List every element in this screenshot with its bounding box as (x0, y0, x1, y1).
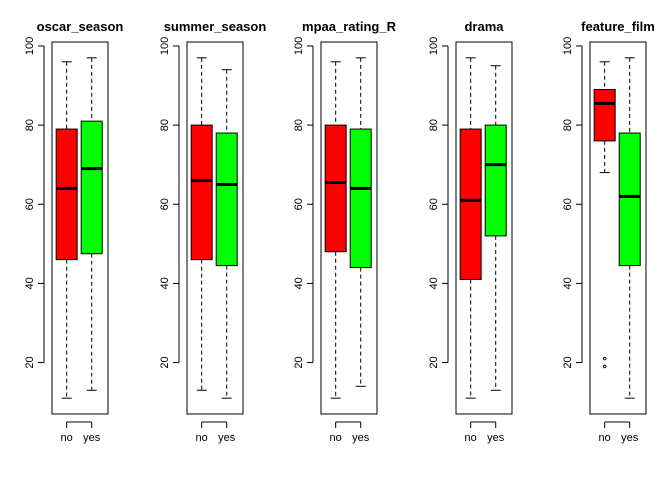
box-yes (80, 120, 103, 255)
outlier-point (602, 364, 607, 369)
panel-title: drama (464, 19, 504, 34)
panel-title: mpaa_rating_R (302, 19, 397, 34)
box-no (459, 128, 482, 280)
panel-2: mpaa_rating_R 20 40 60 80 100 no yes (293, 19, 397, 444)
y-tick-label: 100 (159, 37, 171, 55)
y-tick-label: 60 (293, 198, 305, 210)
box-yes (484, 124, 507, 237)
x-tick-label: yes (83, 432, 101, 444)
y-tick-label: 80 (293, 119, 305, 131)
plot-frame (51, 41, 109, 415)
x-tick-label: yes (621, 432, 639, 444)
panel-1: summer_season 20 40 60 80 100 no yes (159, 19, 266, 444)
y-tick-label: 80 (159, 119, 171, 131)
panel-title: summer_season (164, 19, 267, 34)
x-tick-label: no (599, 432, 611, 444)
y-tick-label: 20 (562, 356, 574, 368)
y-tick-label: 40 (24, 277, 36, 289)
x-tick-label: no (196, 432, 208, 444)
x-tick-label: yes (218, 432, 236, 444)
x-tick-label: no (330, 432, 342, 444)
y-tick-label: 40 (293, 277, 305, 289)
box-no (324, 124, 347, 253)
y-tick-label: 60 (562, 198, 574, 210)
x-tick-label: no (465, 432, 477, 444)
y-tick-label: 20 (293, 356, 305, 368)
panel-4: feature_film 20 40 60 80 100 no yes (562, 19, 655, 444)
box-yes (215, 132, 238, 267)
plot-frame (589, 41, 647, 415)
x-tick-label: yes (487, 432, 505, 444)
y-tick-label: 20 (428, 356, 440, 368)
y-tick-label: 100 (24, 37, 36, 55)
box-no (55, 128, 78, 261)
y-tick-label: 60 (24, 198, 36, 210)
plot-frame (455, 41, 513, 415)
y-tick-label: 40 (159, 277, 171, 289)
y-tick-label: 60 (159, 198, 171, 210)
outlier-point (602, 356, 607, 361)
y-tick-label: 40 (428, 277, 440, 289)
box-yes (349, 128, 372, 269)
y-tick-label: 60 (428, 198, 440, 210)
y-tick-label: 100 (562, 37, 574, 55)
panel-title: oscar_season (37, 19, 124, 34)
box-no (190, 124, 213, 261)
y-tick-label: 80 (428, 119, 440, 131)
panel-title: feature_film (581, 19, 655, 34)
y-tick-label: 80 (562, 119, 574, 131)
box-no (593, 88, 616, 142)
x-tick-label: no (61, 432, 73, 444)
y-tick-label: 100 (428, 37, 440, 55)
y-tick-label: 80 (24, 119, 36, 131)
plot-frame (186, 41, 244, 415)
panel-3: drama 20 40 60 80 100 no yes (428, 19, 513, 444)
plot-frame (320, 41, 378, 415)
box-yes (618, 132, 641, 267)
y-tick-label: 20 (159, 356, 171, 368)
y-tick-label: 20 (24, 356, 36, 368)
panel-0: oscar_season 20 40 60 80 100 no yes (24, 19, 124, 444)
x-tick-label: yes (352, 432, 370, 444)
y-tick-label: 100 (293, 37, 305, 55)
y-tick-label: 40 (562, 277, 574, 289)
